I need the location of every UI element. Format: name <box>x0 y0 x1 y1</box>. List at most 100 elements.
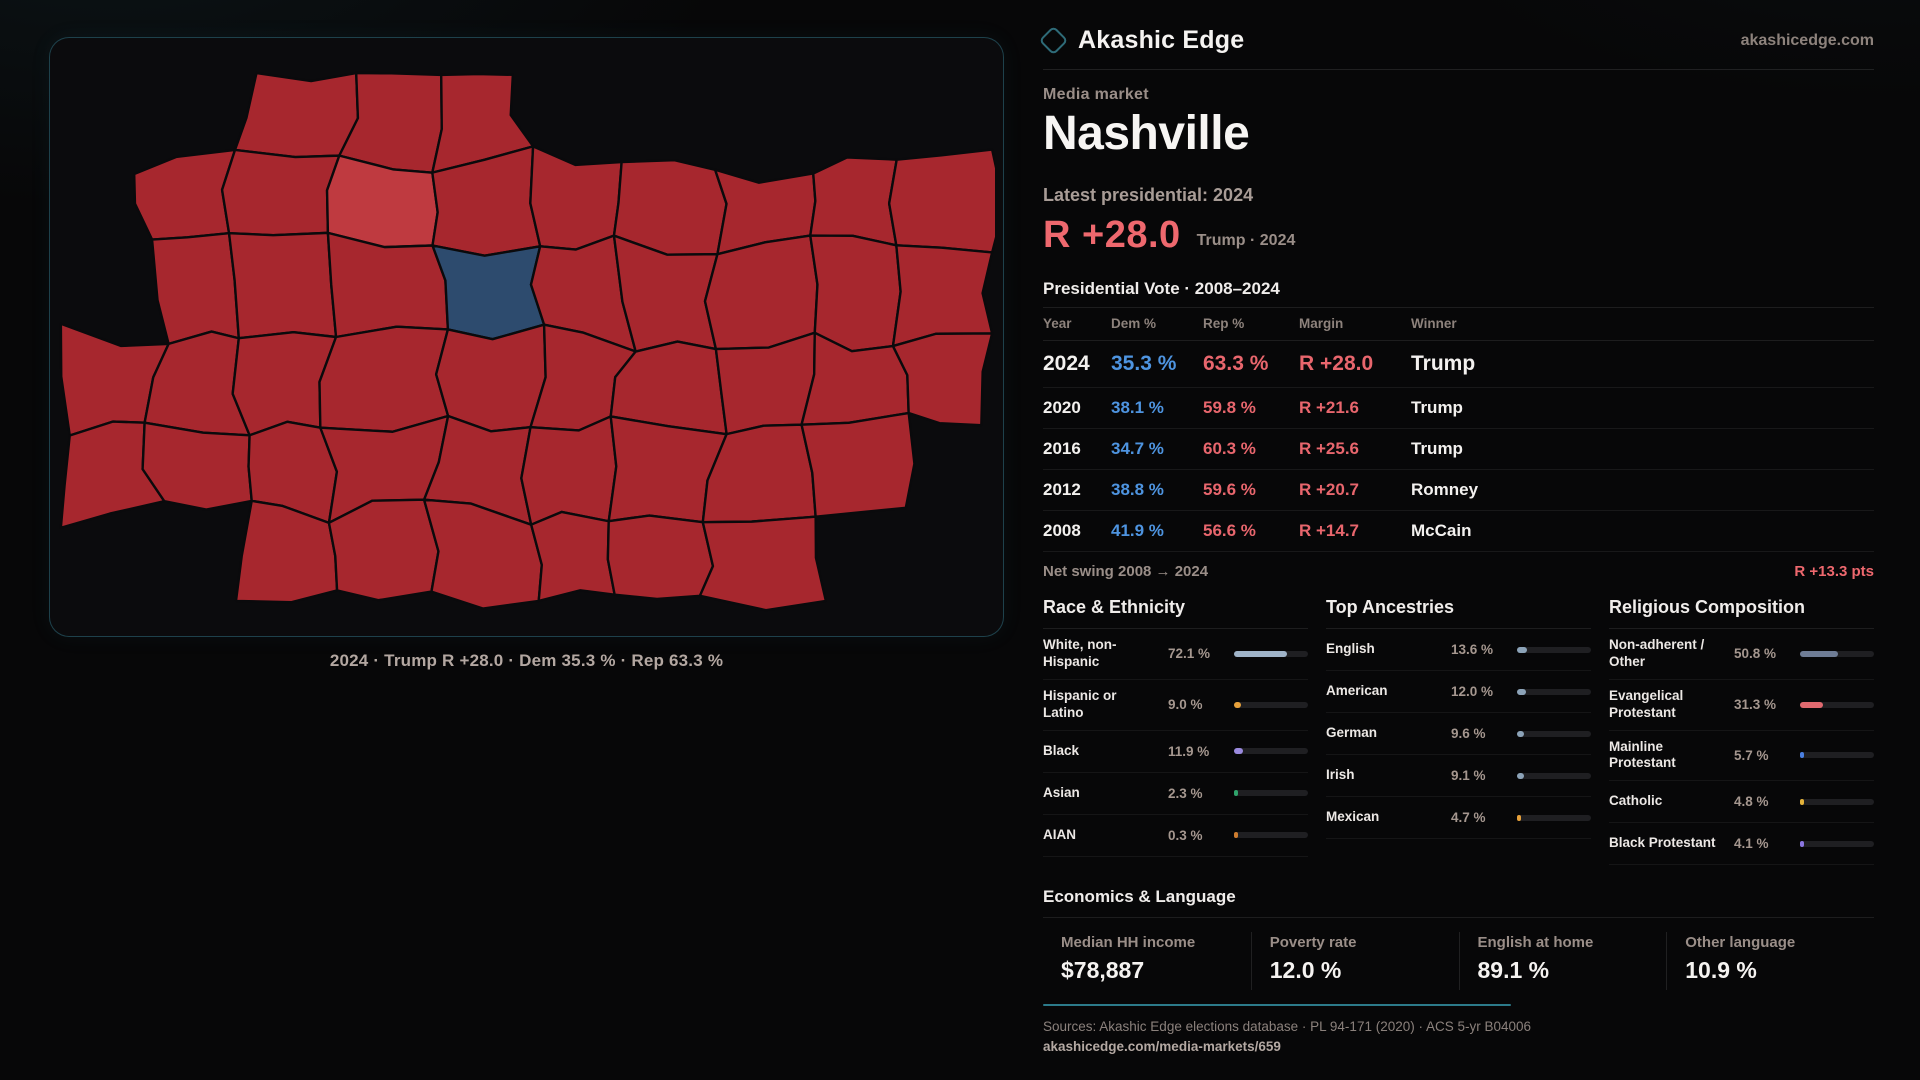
site-domain-link[interactable]: akashicedge.com <box>1740 31 1874 49</box>
demo-row-label: Asian <box>1043 784 1080 800</box>
demo-bar-track <box>1234 832 1308 838</box>
demo-row-value: 9.0 % <box>1168 697 1203 713</box>
demo-row-value: 12.0 % <box>1451 684 1494 699</box>
county-shape[interactable] <box>891 244 994 348</box>
county-shape[interactable] <box>434 323 547 433</box>
demo-bar-track <box>1517 646 1591 653</box>
vote-cell-year: 2016 <box>1043 439 1081 458</box>
county-shape[interactable] <box>703 234 819 351</box>
market-type-label: Media market <box>1043 86 1149 103</box>
demo-row-value: 13.6 % <box>1451 642 1494 657</box>
vote-table-row: 2016 34.7 % 60.3 % R +25.6 Trump <box>1043 429 1874 470</box>
demo-row-label: AIAN <box>1043 826 1076 842</box>
permalink-link[interactable]: akashicedge.com/media-markets/659 <box>1043 1039 1281 1055</box>
net-swing-row: Net swing 2008 → 2024 R +13.3 pts <box>1043 552 1874 589</box>
teal-accent-line <box>1043 1004 1511 1007</box>
vote-cell-winner: McCain <box>1411 521 1472 540</box>
demo-row: Irish 9.1 % <box>1326 755 1591 797</box>
demo-bar-track <box>1234 748 1308 754</box>
vote-cell-rep: 60.3 % <box>1203 439 1256 458</box>
county-shape[interactable] <box>606 514 715 601</box>
map-caption: 2024 · Trump R +28.0 · Dem 35.3 % · Rep … <box>329 651 724 670</box>
county-shape[interactable] <box>529 145 623 251</box>
county-shape[interactable] <box>714 331 816 436</box>
demo-bar-track <box>1234 650 1308 657</box>
vote-cell-dem: 38.1 % <box>1111 398 1164 417</box>
county-shape[interactable] <box>326 231 450 339</box>
stat-card: Other language 10.9 % <box>1666 932 1874 991</box>
demo-bar-track <box>1517 688 1591 695</box>
demo-row-value: 4.8 % <box>1734 794 1769 810</box>
vote-table-body: 2024 35.3 % 63.3 % R +28.0 Trump 2020 38.1 % 59… <box>1043 341 1874 552</box>
demo-row-label: Irish <box>1326 767 1355 783</box>
demo-bar-track <box>1517 772 1591 779</box>
county-shape[interactable] <box>887 148 995 254</box>
county-shape[interactable] <box>150 231 240 346</box>
vote-table: Year Dem % Rep % Margin Winner 2024 35.3 % 63.… <box>1043 307 1874 589</box>
map-panel <box>49 37 1004 637</box>
diamond-logo-icon <box>1038 25 1069 56</box>
demo-row: American 12.0 % <box>1326 671 1591 713</box>
county-shape[interactable] <box>891 332 994 427</box>
demo-row-label: Black <box>1043 742 1080 758</box>
county-shape[interactable] <box>318 325 450 433</box>
county-shape[interactable] <box>800 411 916 518</box>
vote-cell-rep: 59.6 % <box>1203 480 1256 499</box>
county-shape[interactable] <box>529 510 616 603</box>
county-shape[interactable] <box>809 234 902 353</box>
map-section: 2024 · Trump R +28.0 · Dem 35.3 % · Rep … <box>49 37 1004 671</box>
vote-cell-dem: 41.9 % <box>1111 521 1164 540</box>
demo-row-label: Mainline Protestant <box>1609 738 1676 771</box>
vote-col-header: Year <box>1043 316 1072 331</box>
vote-cell-year: 2012 <box>1043 480 1081 499</box>
demo-row: Evangelical Protestant 31.3 % <box>1609 680 1874 731</box>
vote-cell-year: 2008 <box>1043 521 1081 540</box>
vote-table-row: 2020 38.1 % 59.8 % R +21.6 Trump <box>1043 388 1874 429</box>
margin-headline: R +28.0 <box>1043 214 1181 256</box>
demo-bar-fill <box>1800 650 1838 657</box>
county-shape[interactable] <box>133 148 237 241</box>
demo-row: German 9.6 % <box>1326 713 1591 755</box>
demo-bar-fill <box>1234 748 1243 754</box>
stat-value: 89.1 % <box>1477 957 1550 984</box>
demo-bar-fill <box>1800 798 1804 805</box>
demo-row-value: 4.7 % <box>1451 810 1486 825</box>
brand-lockup: Akashic Edge <box>1038 25 1244 56</box>
demo-bar-track <box>1517 730 1591 737</box>
county-shape[interactable] <box>520 415 618 526</box>
vote-cell-margin: R +14.7 <box>1299 521 1360 540</box>
demo-row: Asian 2.3 % <box>1043 773 1308 815</box>
county-shape[interactable] <box>220 148 341 237</box>
demo-bar-track <box>1800 701 1874 708</box>
demo-row-label: White, non-Hispanic <box>1043 637 1117 669</box>
vote-table-header: Year Dem % Rep % Margin Winner <box>1043 307 1874 341</box>
demo-bar-fill <box>1517 772 1524 779</box>
demo-row: Non-adherent / Other 50.8 % <box>1609 629 1874 680</box>
vote-table-title: Presidential Vote · 2008–2024 <box>1043 279 1280 298</box>
demo-column-religious-composition: Religious Composition Non-adherent / Othe… <box>1609 597 1874 866</box>
demo-bar-fill <box>1234 701 1241 708</box>
demo-column-title: Race & Ethnicity <box>1043 597 1308 629</box>
county-shape[interactable] <box>809 156 898 247</box>
vote-cell-rep: 63.3 % <box>1203 352 1269 375</box>
demo-row-label: Non-adherent / Other <box>1609 637 1705 669</box>
demo-row-label: American <box>1326 683 1388 699</box>
county-map <box>59 71 995 612</box>
county-shape[interactable] <box>327 498 440 602</box>
demo-row-value: 0.3 % <box>1168 827 1203 843</box>
vote-col-header: Rep % <box>1203 316 1245 331</box>
demo-column-race-ethnicity: Race & Ethnicity White, non-Hispanic 72.1 … <box>1043 597 1308 865</box>
demo-bar-track <box>1234 701 1308 708</box>
county-shape-highlighted[interactable] <box>431 244 546 341</box>
demo-row-label: English <box>1326 641 1375 657</box>
stat-value: $78,887 <box>1061 957 1145 984</box>
demo-bar-fill <box>1517 688 1526 695</box>
latest-presidential-label: Latest presidential: 2024 <box>1043 185 1254 205</box>
county-shape[interactable] <box>227 231 338 340</box>
demo-column-title: Top Ancestries <box>1326 597 1591 629</box>
county-shape[interactable] <box>698 515 828 612</box>
vote-cell-year: 2024 <box>1043 352 1090 375</box>
county-shape[interactable] <box>233 71 360 159</box>
demo-bar-track <box>1800 650 1874 657</box>
